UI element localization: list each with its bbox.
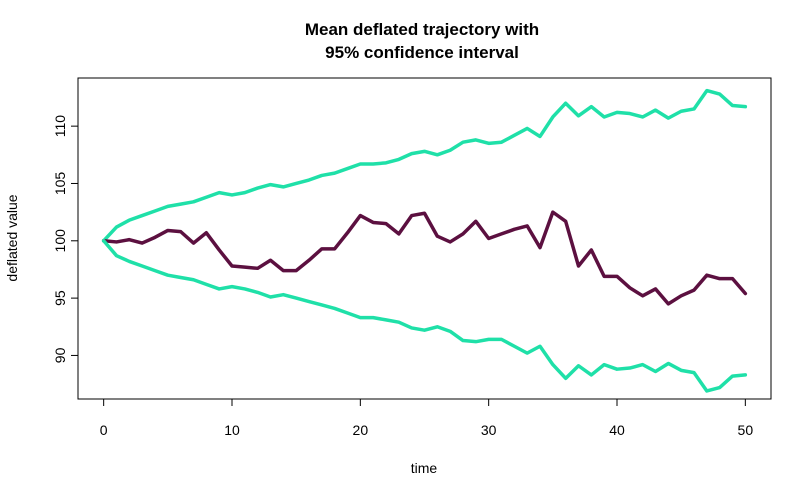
y-tick-label: 100 bbox=[52, 229, 68, 253]
x-tick-label: 20 bbox=[353, 422, 369, 438]
x-tick-label: 40 bbox=[609, 422, 625, 438]
x-axis: 0 10 20 30 40 50 bbox=[100, 398, 754, 438]
y-axis-label: deflated value bbox=[4, 194, 20, 281]
chart-title-line-1: Mean deflated trajectory with bbox=[305, 20, 539, 39]
series-line-lower-bound bbox=[101, 239, 748, 393]
y-tick-label: 110 bbox=[52, 115, 68, 138]
x-tick-label: 30 bbox=[481, 422, 497, 438]
y-tick-label: 90 bbox=[52, 347, 68, 363]
y-axis: 90 95 100 105 110 bbox=[52, 115, 79, 363]
chart-title-line-2: 95% confidence interval bbox=[325, 43, 519, 62]
x-tick-label: 10 bbox=[224, 422, 240, 438]
plot-area bbox=[77, 77, 772, 400]
y-tick-label: 105 bbox=[52, 172, 68, 196]
series-layer bbox=[101, 88, 748, 393]
series-line-mean bbox=[101, 210, 748, 306]
series-line-upper-bound bbox=[101, 88, 748, 243]
x-axis-label: time bbox=[411, 460, 438, 476]
x-tick-label: 0 bbox=[100, 422, 108, 438]
x-tick-label: 50 bbox=[738, 422, 754, 438]
y-tick-label: 95 bbox=[52, 290, 68, 306]
